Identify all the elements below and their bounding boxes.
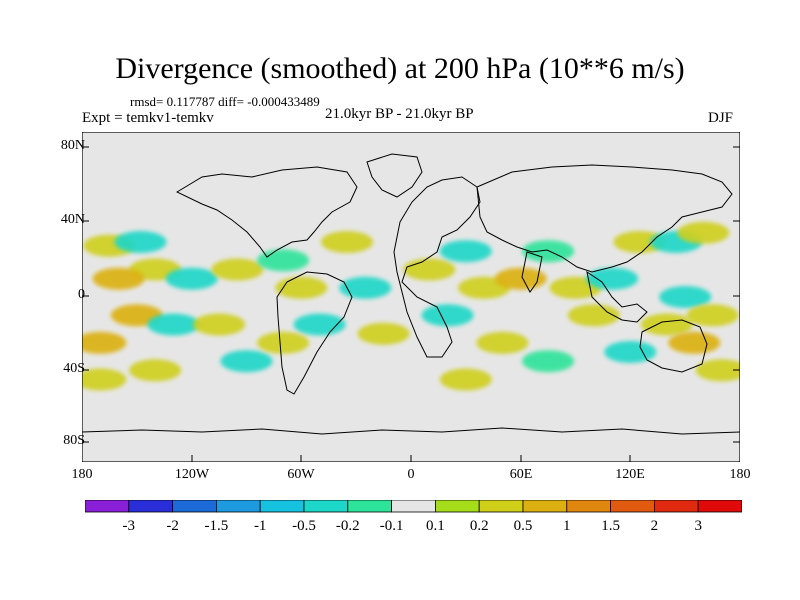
divergence-blob [357,322,410,345]
divergence-blob [92,267,145,290]
colorbar-box [566,500,611,513]
tick-marks [82,146,740,462]
divergence-blob [476,331,529,354]
divergence-blob [439,240,492,263]
coastlines [82,153,740,435]
colorbar-label: 0.1 [426,518,445,534]
divergence-blob [494,267,547,290]
y-tick-label: 40S [63,361,85,376]
colorbar-label: 0.5 [513,518,533,534]
antarctica-coastline [82,427,740,435]
divergence-blob [695,359,740,382]
colorbar [85,500,742,513]
divergence-blob [640,313,693,336]
season-label: DJF [708,110,734,126]
divergence-field [82,221,740,391]
x-tick-label: 120W [174,467,210,482]
divergence-blob [668,331,721,354]
divergence-blob [211,258,264,281]
colorbar-label: -0.1 [379,518,404,534]
x-tick-label: 60W [287,467,315,482]
period-label: 21.0kyr BP - 21.0kyr BP [325,106,474,122]
plot-title: Divergence (smoothed) at 200 hPa (10**6 … [115,52,685,85]
experiment-label: Expt = temkv1-temkv [82,110,214,126]
x-tick-label: 180 [71,467,93,482]
divergence-blob [129,359,182,382]
divergence-blob [613,231,666,253]
colorbar-box [128,500,173,513]
divergence-blob [339,276,392,299]
x-tick-label: 0 [407,467,415,482]
colorbar-box [522,500,568,513]
divergence-blob [82,331,127,354]
colorbar-box [478,500,524,513]
divergence-blob [677,221,730,244]
x-tick-label: 60E [509,467,533,482]
colorbar-box [347,500,392,513]
y-tick-label: 80S [63,433,85,448]
divergence-blob [257,249,310,272]
y-tick-label: 80N [60,138,85,153]
x-tick-label: 180 [729,467,751,482]
divergence-blob [257,331,310,354]
colorbar-label: -0.2 [335,518,360,534]
australia-coastline [639,319,708,373]
colorbar-box [434,500,480,513]
divergence-blob [522,350,575,373]
colorbar-box [172,500,217,513]
divergence-blob [439,368,492,391]
divergence-blob [421,304,474,327]
europe-africa-coastline [393,176,481,358]
divergence-blob [686,304,739,327]
colorbar-label: -1 [253,518,267,534]
divergence-blob [586,267,639,290]
divergence-blob [321,231,373,253]
divergence-blob [275,276,328,299]
colorbar-box [259,500,305,513]
colorbar-label: -3 [122,518,136,534]
colorbar-label: 1.5 [601,518,620,534]
divergence-blob [567,304,620,327]
stats-text: rmsd= 0.117787 diff= -0.000433489 [130,94,320,109]
divergence-blob [114,231,167,253]
colorbar-label: -2 [166,518,179,534]
colorbar-box [391,500,436,513]
colorbar-box [697,500,742,513]
divergence-blob [659,286,712,308]
greenland-coastline [366,153,423,198]
colorbar-box [654,500,699,513]
map-background [82,132,740,462]
colorbar-label: -0.5 [292,518,316,534]
divergence-blob [293,313,346,336]
colorbar-label: 0.2 [469,518,489,534]
colorbar-label: 2 [650,518,659,534]
colorbar-label: 1 [563,518,571,534]
colorbar-box [303,500,349,513]
southeast-asia-coastline [586,270,648,323]
divergence-blob [193,313,246,336]
divergence-blob [147,313,200,336]
colorbar-box [85,500,130,513]
colorbar-box [610,500,655,513]
y-tick-label: 0 [78,287,85,302]
divergence-blob [165,267,218,290]
divergence-blob [220,350,273,373]
india-coastline [521,251,543,293]
y-tick-label: 40N [60,212,85,227]
south-america-coastline [276,271,353,395]
map-plot [82,132,740,462]
x-tick-label: 120E [615,467,645,482]
colorbar-label: -1.5 [204,518,229,534]
colorbar-label: 3 [694,518,702,534]
eurasia-coastline [476,164,733,273]
divergence-blob [604,341,657,363]
divergence-blob [403,258,456,281]
north-america-coastline [175,166,358,258]
divergence-blob [82,368,127,391]
colorbar-box [215,500,261,513]
